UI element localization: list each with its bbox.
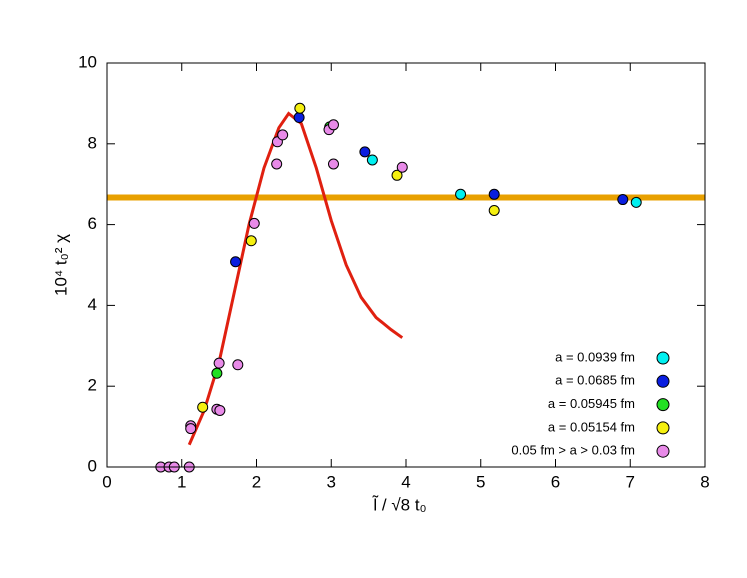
point [366, 154, 378, 166]
legend-marker [656, 398, 670, 412]
x-axis-label: l̃ / √8 t₀ [372, 494, 427, 514]
y-tick-label: 6 [88, 214, 97, 233]
point [213, 357, 225, 369]
legend-label: a = 0.05945 fm [548, 396, 635, 411]
x-tick-label: 1 [177, 472, 186, 491]
y-tick-label: 8 [88, 133, 97, 152]
legend-marker [656, 444, 670, 458]
point [232, 359, 244, 371]
point [455, 188, 467, 200]
point [630, 196, 642, 208]
legend-label: a = 0.0939 fm [555, 349, 635, 364]
point [230, 256, 242, 268]
x-tick-label: 5 [476, 472, 485, 491]
x-tick-label: 7 [626, 472, 635, 491]
point [248, 217, 260, 229]
y-tick-label: 4 [88, 295, 97, 314]
point [277, 129, 289, 141]
point [294, 102, 306, 114]
legend-label: 0.05 fm > a > 0.03 fm [511, 443, 635, 458]
legend-label: a = 0.0685 fm [555, 373, 635, 388]
point [327, 158, 339, 170]
point [185, 423, 197, 435]
x-tick-label: 2 [252, 472, 261, 491]
point [327, 119, 339, 131]
point [211, 367, 223, 379]
point [396, 161, 408, 173]
point [214, 404, 226, 416]
x-tick-label: 6 [551, 472, 560, 491]
point [488, 188, 500, 200]
legend-marker [656, 351, 670, 365]
point [391, 169, 403, 181]
point [197, 401, 209, 413]
point [293, 112, 305, 124]
legend-marker [656, 421, 670, 435]
x-tick-label: 8 [700, 472, 709, 491]
y-axis-label: 10⁴ t₀² χ [51, 234, 70, 296]
point [488, 204, 500, 216]
point [617, 194, 629, 206]
x-tick-label: 4 [401, 472, 410, 491]
plot-frame [106, 62, 706, 468]
legend-label: a = 0.05154 fm [548, 419, 635, 434]
y-tick-label: 2 [88, 376, 97, 395]
y-tick-label: 0 [88, 456, 97, 475]
x-tick-label: 3 [327, 472, 336, 491]
y-tick-label: 10 [78, 52, 97, 71]
legend-marker [656, 374, 670, 388]
x-tick-label: 0 [102, 472, 111, 491]
point [359, 146, 371, 158]
point [245, 235, 257, 247]
point [271, 158, 283, 170]
